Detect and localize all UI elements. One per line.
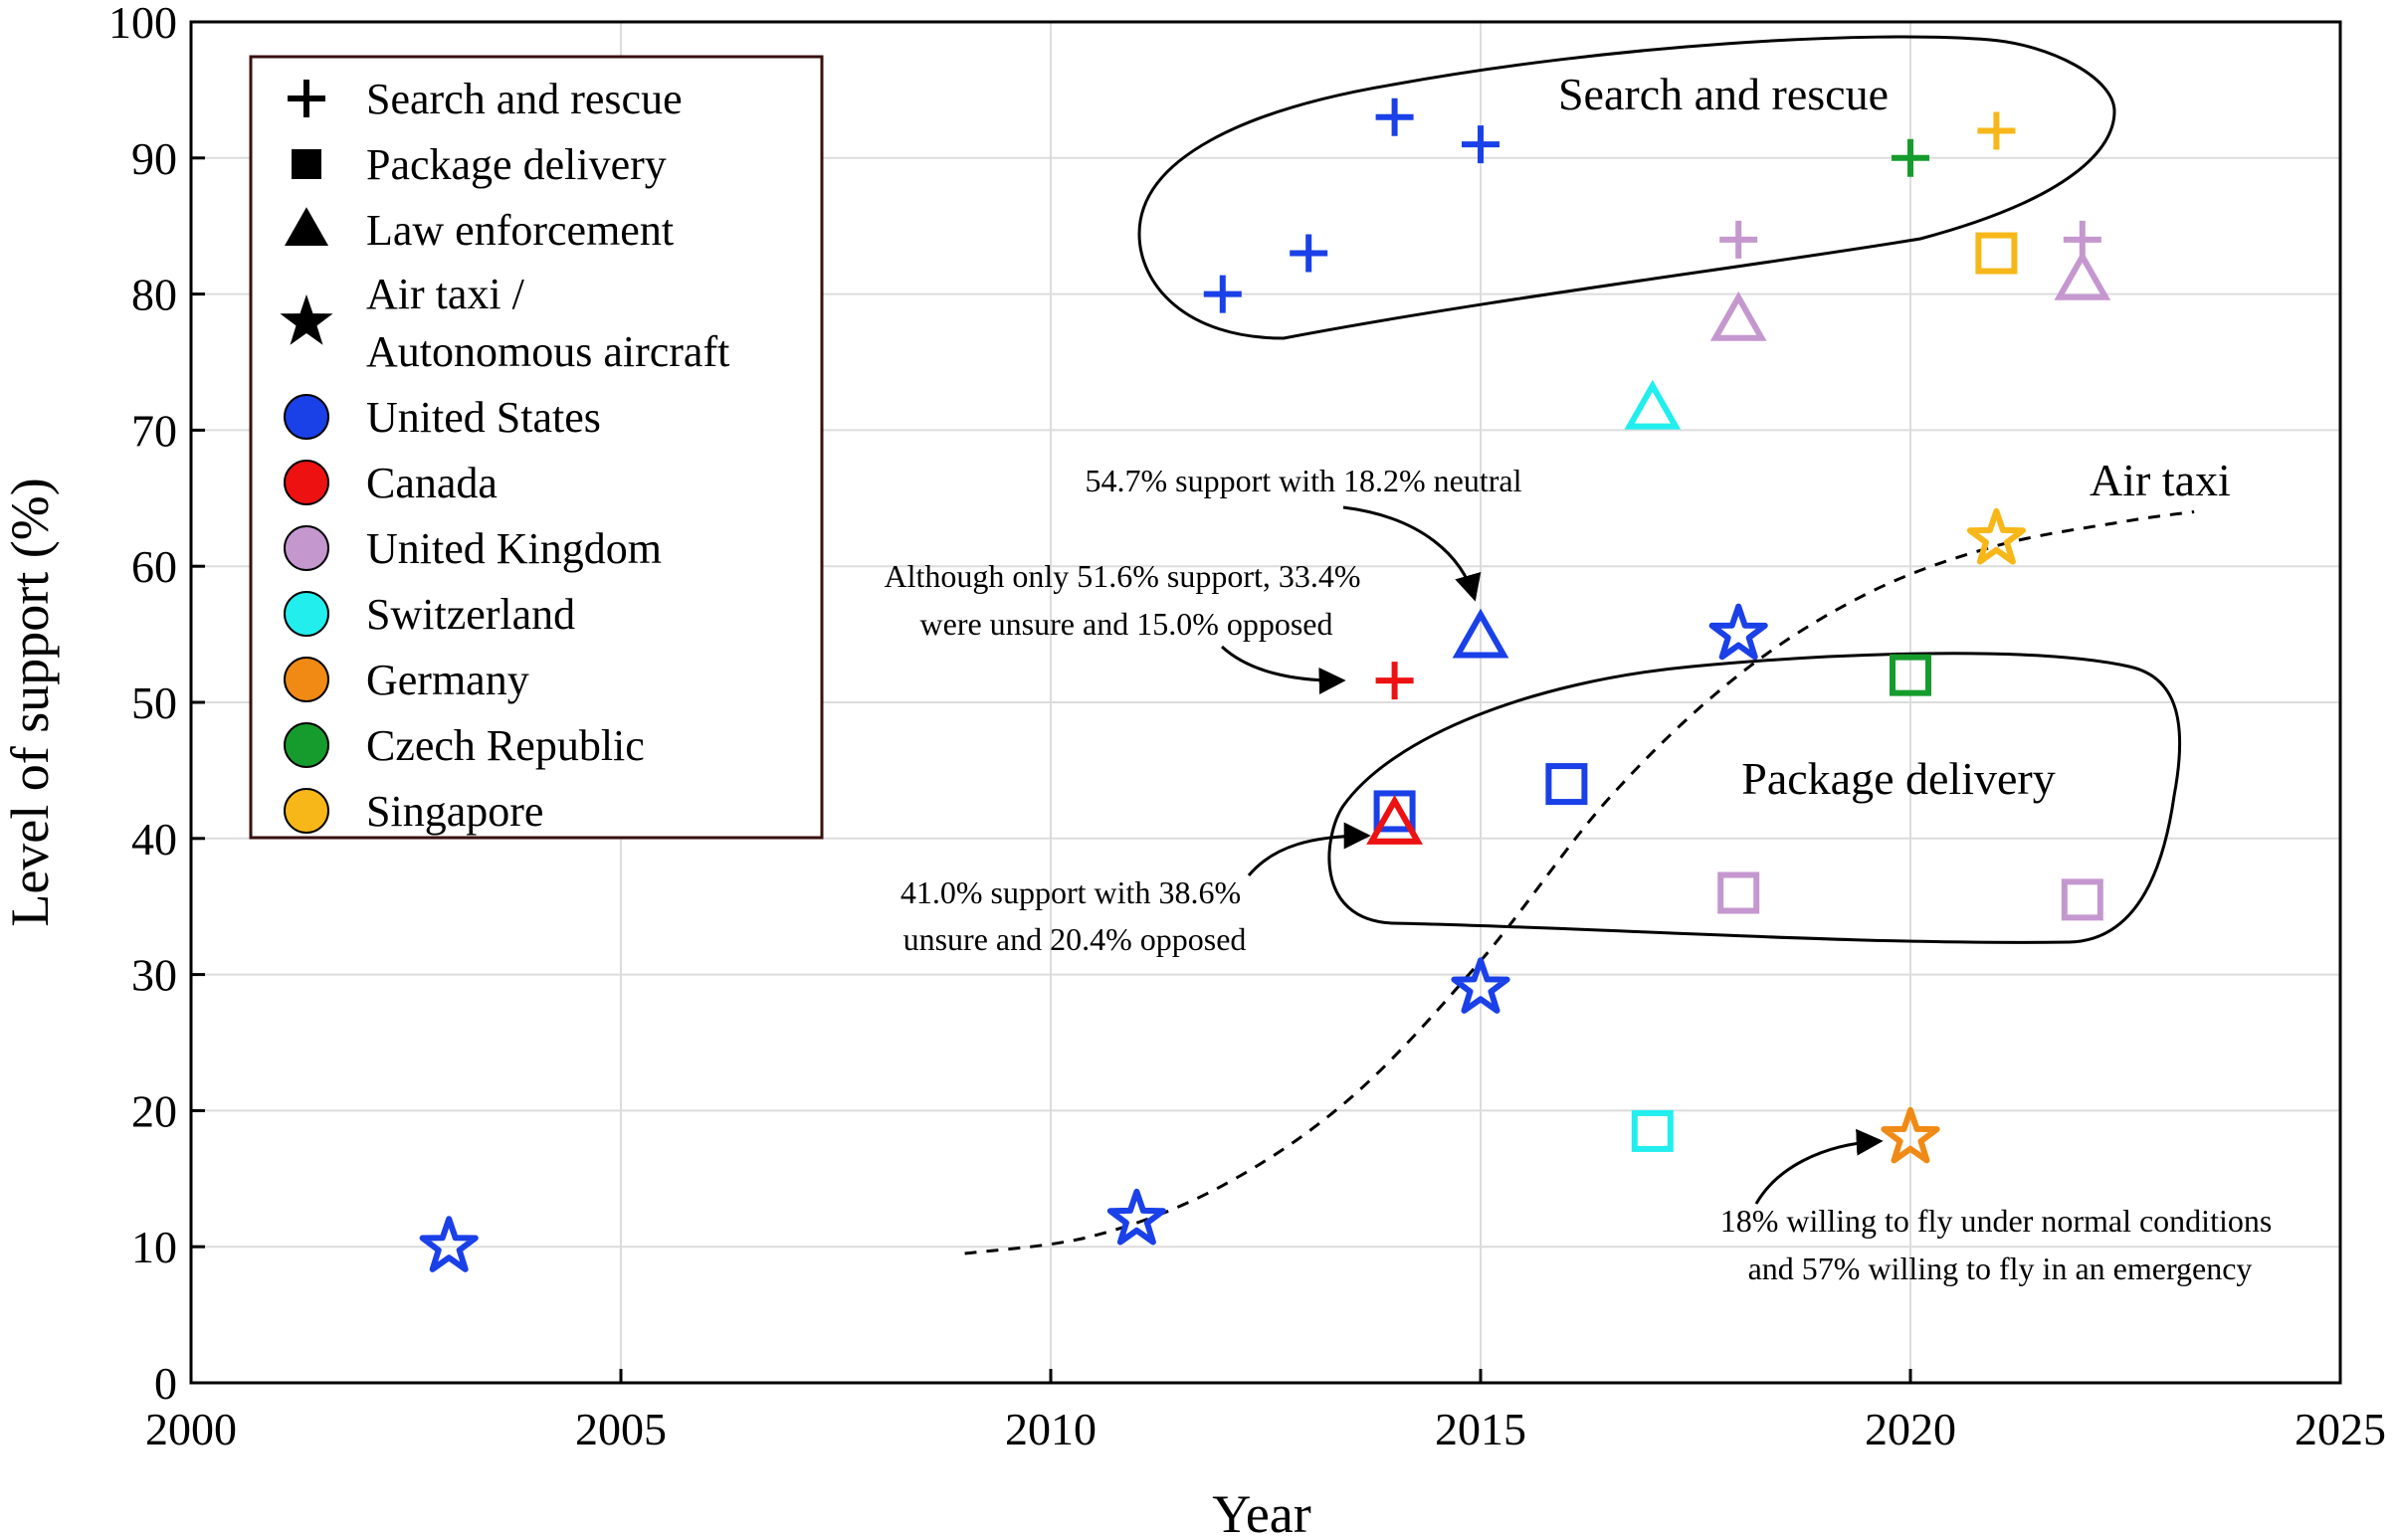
legend-label: Law enforcement (366, 206, 674, 255)
package-delivery-region-label: Package delivery (1741, 753, 2055, 804)
annotation-text: 18% willing to fly under normal conditio… (1720, 1203, 2281, 1286)
legend-marker-plus (288, 80, 325, 117)
annotation-arrow (1342, 505, 1482, 602)
annotation-line: were unsure and 15.0% opposed (920, 606, 1333, 642)
x-axis-title: Year (1212, 1484, 1311, 1540)
search-and-rescue-region-label: Search and rescue (1558, 69, 1889, 119)
annotation-germany-air-taxi: 18% willing to fly under normal conditio… (1720, 1128, 2281, 1286)
point-plus-canada-2014 (1375, 662, 1414, 700)
point-plus-united-states-2013 (1290, 234, 1328, 273)
annotation-text: 54.7% support with 18.2% neutral (1085, 463, 1521, 498)
legend-marker-square (292, 149, 321, 179)
y-tick-label: 0 (154, 1358, 177, 1409)
y-tick-label: 80 (131, 270, 177, 320)
legend-label: Singapore (366, 787, 543, 836)
legend-marker-germany (284, 657, 329, 702)
y-tick-label: 20 (131, 1085, 177, 1136)
point-plus-united-kingdom-2018 (1719, 220, 1758, 259)
legend-marker-star (280, 294, 333, 345)
point-square-united-states-2016 (1545, 763, 1588, 806)
legend-label: United States (366, 393, 601, 442)
point-plus-united-states-2015 (1462, 125, 1499, 164)
legend-marker-united-kingdom (284, 525, 329, 571)
y-tick-label: 50 (131, 677, 177, 728)
x-tick-label: 2015 (1435, 1404, 1526, 1454)
point-square-united-kingdom-2022 (2061, 878, 2103, 921)
point-triangle-united-states-2015 (1452, 608, 1509, 659)
x-tick-label: 2020 (1865, 1404, 1956, 1454)
x-tick-label: 2005 (575, 1404, 667, 1454)
annotation-line: Although only 51.6% support, 33.4% (884, 558, 1360, 594)
legend-label: Germany (366, 656, 529, 704)
legend-label: Switzerland (366, 590, 575, 639)
legend-label: Search and rescue (366, 75, 683, 123)
legend: Search and rescue Package delivery Law enf… (249, 55, 824, 840)
y-tick-label: 100 (108, 0, 177, 48)
annotation-us-law-enforcement: 54.7% support with 18.2% neutral (1085, 463, 1522, 602)
legend-label: Czech Republic (366, 721, 645, 770)
x-tick-label: 2000 (145, 1404, 237, 1454)
annotation-text: Although only 51.6% support, 33.4% were … (884, 558, 1368, 642)
air-taxi-trend-line (964, 509, 2195, 1255)
point-square-united-states-2014 (1373, 790, 1416, 833)
y-axis-title: Level of support (%) (0, 478, 60, 926)
point-plus-singapore-2021 (1977, 111, 2016, 150)
x-tick-label: 2010 (1005, 1404, 1097, 1454)
point-star-united-states-2015 (1451, 957, 1510, 1014)
annotation-arrow (1754, 1128, 1884, 1205)
search-and-rescue-region (1137, 35, 2116, 340)
legend-label: United Kingdom (366, 524, 662, 573)
y-tick-label: 30 (131, 950, 177, 1001)
point-plus-czech-republic-2020 (1892, 138, 1929, 177)
point-square-czech-republic-2020 (1890, 654, 1931, 696)
point-square-switzerland-2017 (1631, 1109, 1674, 1152)
data-points (419, 97, 2111, 1272)
legend-marker-czech-republic (284, 722, 329, 768)
y-tick-label: 40 (131, 814, 177, 865)
point-star-united-states-2003 (419, 1216, 479, 1272)
point-plus-united-states-2014 (1375, 97, 1414, 136)
point-star-singapore-2021 (1966, 507, 2026, 565)
annotation-line: 18% willing to fly under normal conditio… (1720, 1203, 2273, 1239)
y-tick-label: 90 (131, 133, 177, 184)
legend-marker-canada (284, 460, 329, 505)
package-delivery-region (1327, 652, 2182, 944)
annotation-arrow (1247, 822, 1371, 876)
annotation-line: 54.7% support with 18.2% neutral (1085, 463, 1521, 498)
air-taxi-trend-label: Air taxi (2090, 455, 2231, 505)
legend-marker-switzerland (284, 591, 329, 637)
annotation-arrow (1220, 645, 1346, 694)
point-square-singapore-2021 (1975, 232, 2018, 275)
point-triangle-united-kingdom-2018 (1709, 290, 1767, 341)
legend-marker-singapore (284, 788, 329, 834)
point-star-united-states-2011 (1106, 1188, 1166, 1246)
annotation-text: 41.0% support with 38.6% unsure and 20.4… (900, 874, 1249, 957)
point-square-united-kingdom-2018 (1717, 871, 1760, 914)
legend-label: Package delivery (366, 140, 667, 189)
annotation-line: and 57% willing to fly in an emergency (1748, 1251, 2253, 1286)
legend-entries: Search and rescue Package delivery Law enf… (280, 75, 729, 836)
axis-ticks: 2000 2005 2010 2015 2020 2025 0 10 20 30 40 50 60 70 8… (108, 0, 2386, 1454)
y-tick-label: 70 (131, 405, 177, 456)
legend-marker-united-states (284, 394, 329, 440)
x-tick-label: 2025 (2295, 1404, 2386, 1454)
point-triangle-canada-2014 (1366, 795, 1423, 845)
annotation-line: 41.0% support with 38.6% (900, 874, 1241, 910)
y-tick-label: 60 (131, 541, 177, 592)
legend-label: Autonomous aircraft (366, 327, 729, 376)
point-star-united-states-2018 (1708, 603, 1768, 661)
legend-box (249, 55, 824, 840)
point-plus-united-states-2012 (1203, 275, 1242, 313)
point-triangle-united-kingdom-2022 (2054, 250, 2111, 300)
legend-label: Air taxi / (366, 270, 525, 318)
annotation-canada-search-rescue: Although only 51.6% support, 33.4% were … (884, 558, 1368, 694)
legend-marker-triangle (284, 207, 329, 246)
annotation-line: unsure and 20.4% opposed (903, 921, 1247, 957)
point-star-germany-2020 (1881, 1106, 1940, 1164)
point-triangle-switzerland-2017 (1624, 379, 1682, 430)
y-tick-label: 10 (131, 1222, 177, 1272)
annotation-canada-law-enforcement: 41.0% support with 38.6% unsure and 20.4… (900, 822, 1371, 957)
legend-label: Canada (366, 459, 498, 507)
